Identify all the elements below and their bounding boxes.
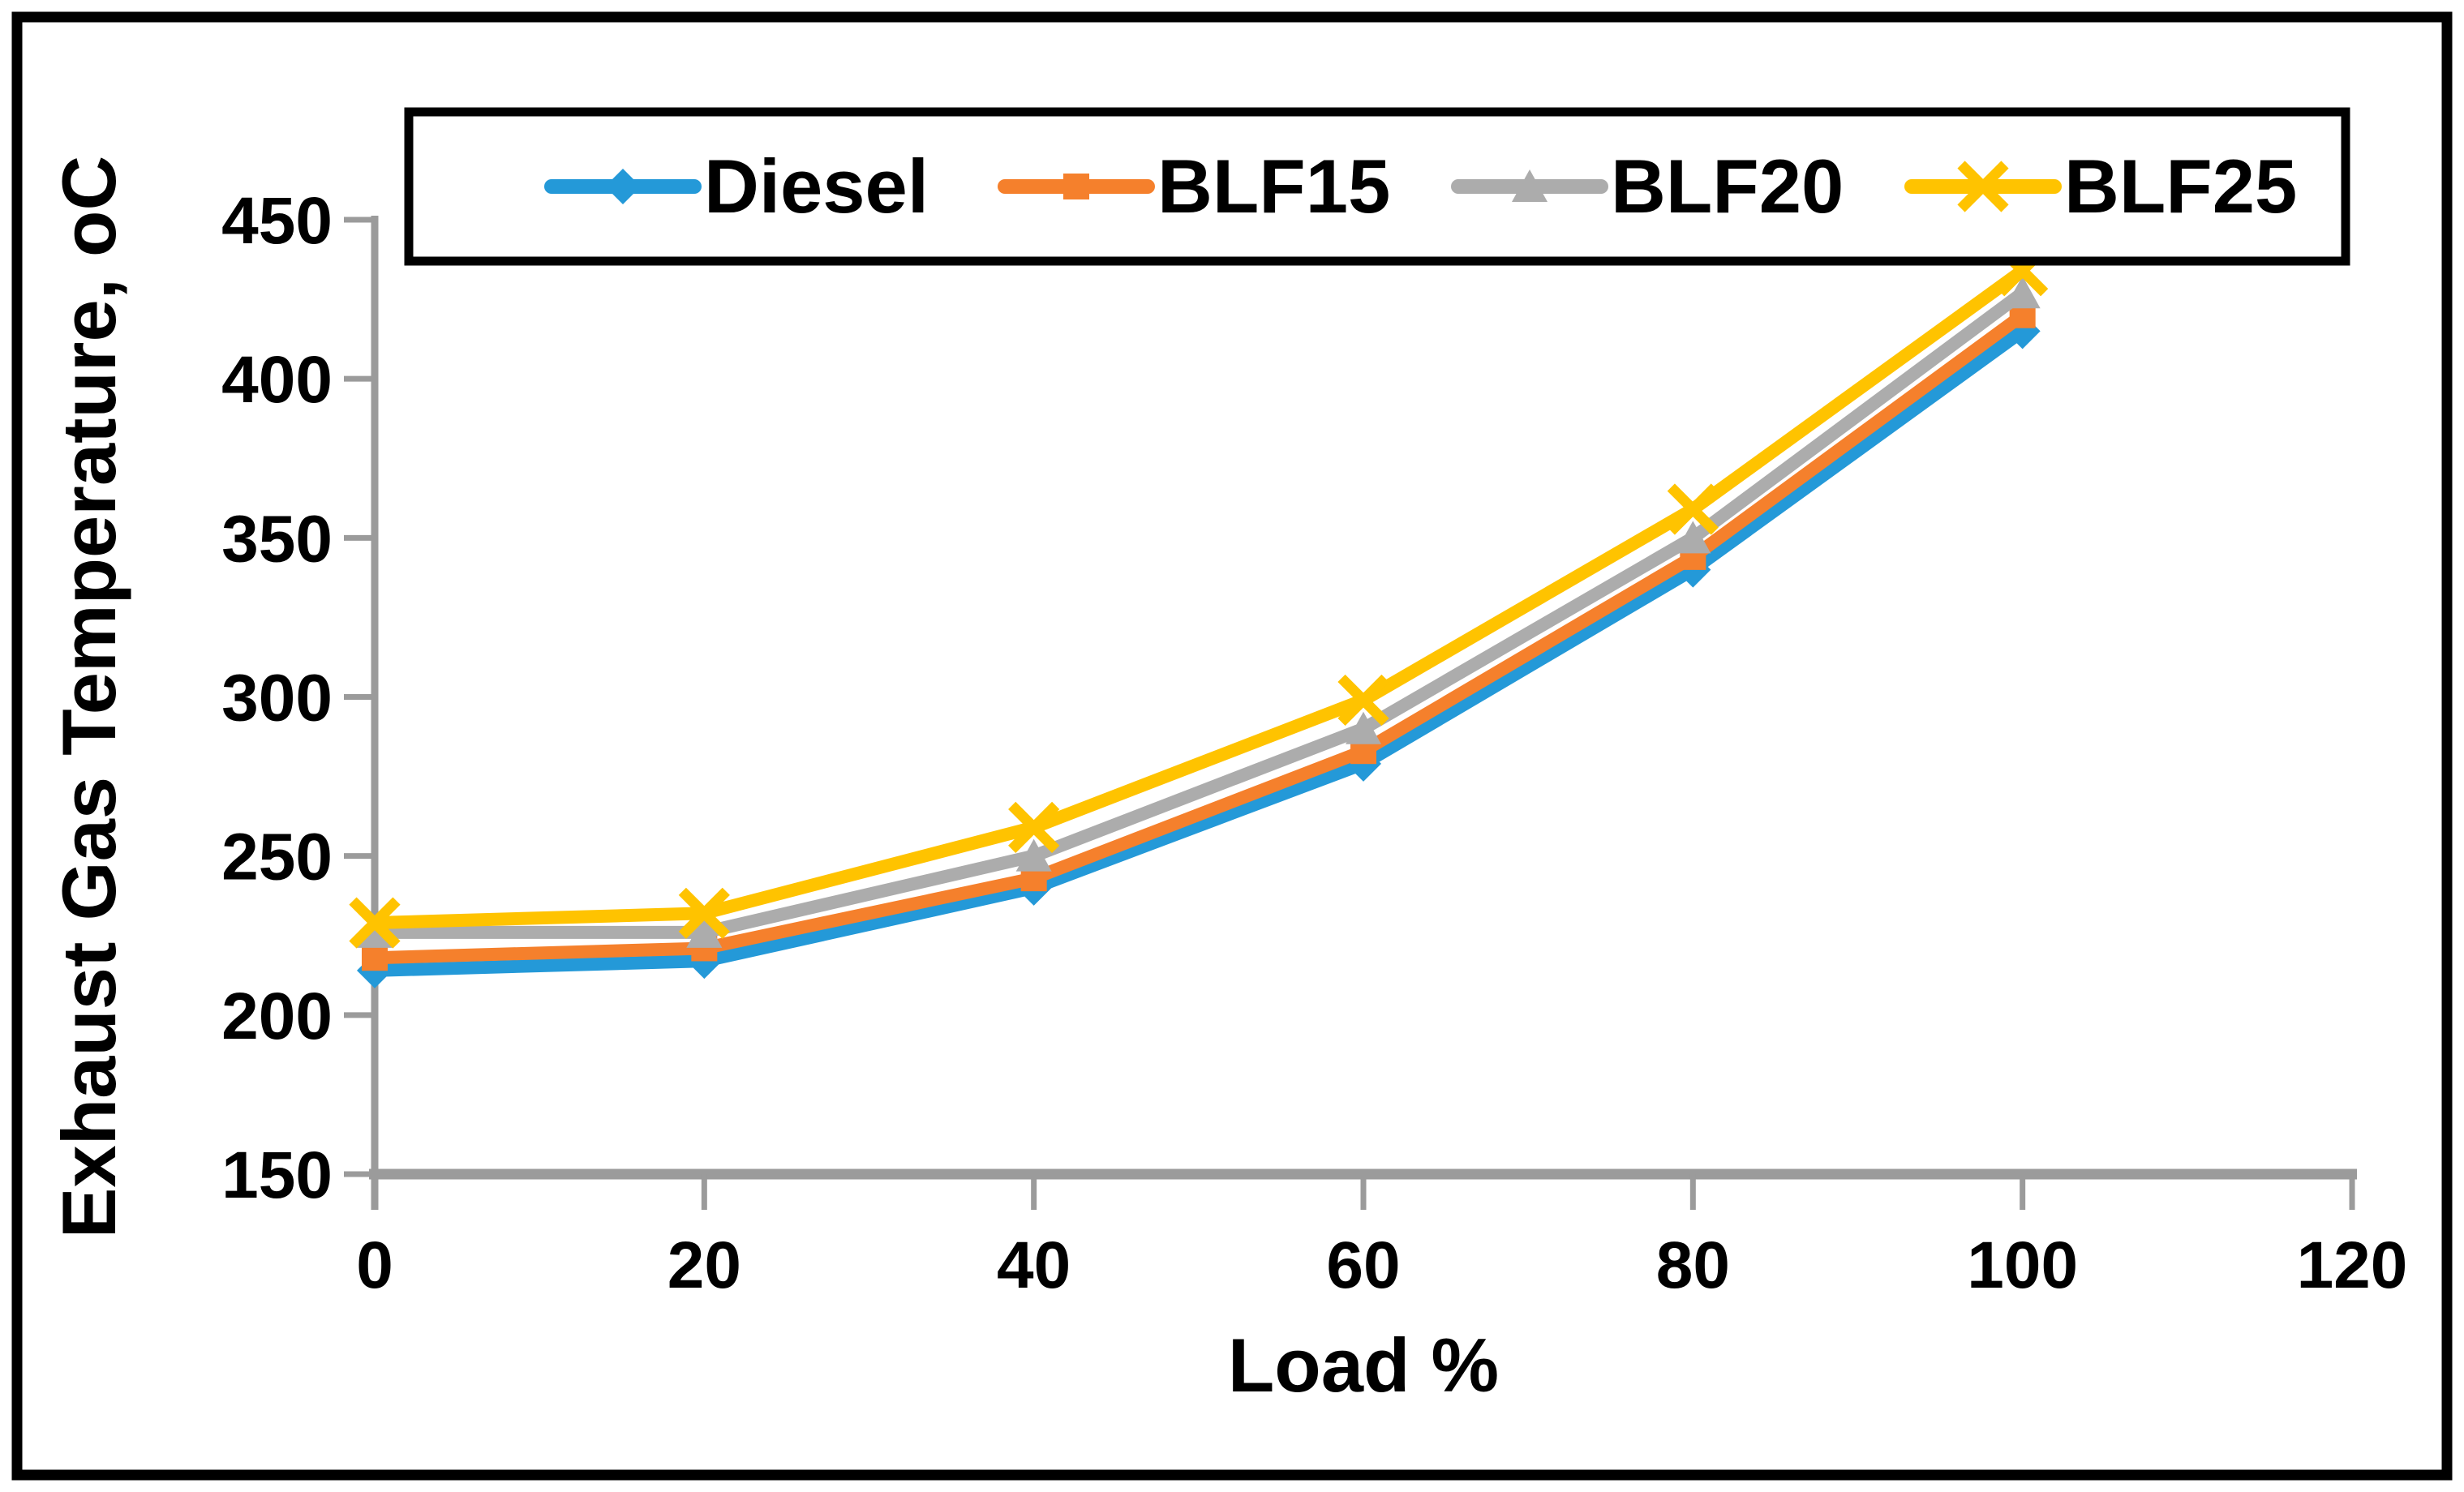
marker-blf20-40 — [1015, 838, 1052, 872]
marker-blf15-0 — [362, 945, 388, 971]
y-tick-label: 250 — [221, 821, 333, 894]
marker-blf25-20 — [678, 887, 730, 939]
y-tick-label: 400 — [221, 343, 333, 417]
x-tick-label: 40 — [997, 1228, 1071, 1302]
marker-blf20-60 — [1346, 711, 1381, 744]
marker-blf20-20 — [686, 915, 723, 948]
y-tick-label: 150 — [221, 1138, 333, 1212]
y-tick-label: 350 — [221, 502, 333, 576]
figure-border — [11, 11, 2453, 1481]
x-tick-label: 100 — [1967, 1228, 2078, 1302]
marker-blf20-80 — [1675, 521, 1711, 554]
series-line-blf20 — [368, 286, 2029, 939]
y-axis-title: Exhaust Gas Temperature, oC — [46, 156, 131, 1239]
y-tick-label: 200 — [221, 980, 333, 1053]
x-axis-title: Load % — [1228, 1323, 1499, 1408]
legend-label-diesel: Diesel — [704, 144, 929, 229]
legend-marker-diesel — [605, 169, 641, 204]
legend-label-blf20: BLF20 — [1611, 144, 1844, 229]
marker-blf25-40 — [1008, 801, 1060, 853]
legend-marker-blf15 — [1063, 174, 1089, 199]
series-line-blf15 — [368, 308, 2029, 965]
legend-marker-blf25 — [1957, 161, 2009, 212]
marker-blf20-100 — [2004, 276, 2041, 309]
series-line-blf25 — [368, 264, 2029, 930]
marker-blf20-0 — [357, 915, 393, 948]
legend-label-blf25: BLF25 — [2064, 144, 2297, 229]
x-tick-label: 20 — [668, 1228, 741, 1302]
marker-blf25-80 — [1667, 483, 1719, 535]
legend-label-blf15: BLF15 — [1157, 144, 1390, 229]
marker-blf25-60 — [1337, 674, 1389, 727]
marker-blf25-0 — [349, 897, 401, 949]
y-tick-label: 450 — [221, 184, 333, 258]
series-line-diesel — [368, 324, 2029, 977]
x-tick-label: 120 — [2297, 1228, 2408, 1302]
x-tick-label: 80 — [1656, 1228, 1730, 1302]
y-tick-label: 300 — [221, 662, 333, 735]
legend-marker-blf20 — [1512, 169, 1548, 202]
x-tick-label: 60 — [1326, 1228, 1400, 1302]
x-tick-label: 0 — [356, 1228, 393, 1302]
